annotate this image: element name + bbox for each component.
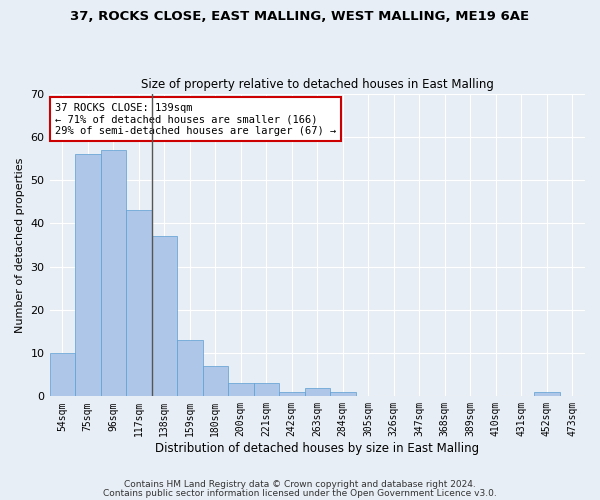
Bar (50, 353, 75, 397)
Bar (101, 150, 126, 396)
Bar (279, 392, 305, 396)
Text: 37, ROCKS CLOSE, EAST MALLING, WEST MALLING, ME19 6AE: 37, ROCKS CLOSE, EAST MALLING, WEST MALL… (70, 10, 530, 23)
Text: Contains public sector information licensed under the Open Government Licence v3: Contains public sector information licen… (103, 488, 497, 498)
Bar (152, 236, 177, 396)
Text: 37 ROCKS CLOSE: 139sqm
← 71% of detached houses are smaller (166)
29% of semi-de: 37 ROCKS CLOSE: 139sqm ← 71% of detached… (55, 102, 336, 136)
Bar (330, 392, 356, 396)
Title: Size of property relative to detached houses in East Malling: Size of property relative to detached ho… (141, 78, 494, 91)
Bar (126, 210, 152, 396)
Bar (203, 366, 228, 396)
Bar (228, 384, 254, 396)
Bar (254, 384, 279, 396)
Text: Contains HM Land Registry data © Crown copyright and database right 2024.: Contains HM Land Registry data © Crown c… (124, 480, 476, 489)
Bar (75, 154, 101, 396)
X-axis label: Distribution of detached houses by size in East Malling: Distribution of detached houses by size … (155, 442, 479, 455)
Bar (305, 388, 330, 396)
Bar (177, 340, 203, 396)
Bar (534, 392, 560, 396)
Y-axis label: Number of detached properties: Number of detached properties (15, 158, 25, 332)
